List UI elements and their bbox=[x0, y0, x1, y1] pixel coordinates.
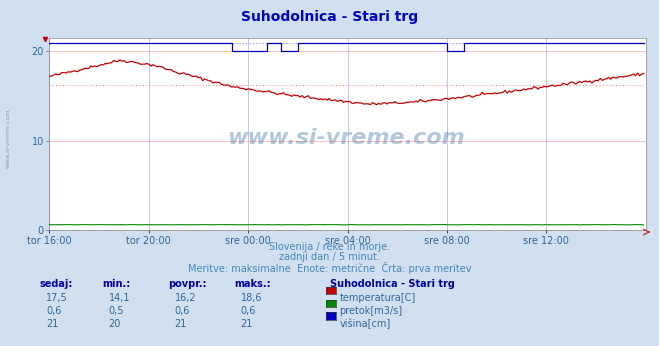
Text: višina[cm]: višina[cm] bbox=[339, 319, 391, 329]
Text: zadnji dan / 5 minut.: zadnji dan / 5 minut. bbox=[279, 252, 380, 262]
Text: www.si-vreme.com: www.si-vreme.com bbox=[5, 109, 11, 168]
Text: 0,6: 0,6 bbox=[46, 306, 61, 316]
Text: Suhodolnica - Stari trg: Suhodolnica - Stari trg bbox=[241, 10, 418, 24]
Text: sedaj:: sedaj: bbox=[40, 279, 73, 289]
Text: 0,5: 0,5 bbox=[109, 306, 125, 316]
Text: temperatura[C]: temperatura[C] bbox=[339, 293, 416, 303]
Text: 0,6: 0,6 bbox=[241, 306, 256, 316]
Text: 18,6: 18,6 bbox=[241, 293, 262, 303]
Text: 16,2: 16,2 bbox=[175, 293, 196, 303]
Text: 14,1: 14,1 bbox=[109, 293, 130, 303]
Text: pretok[m3/s]: pretok[m3/s] bbox=[339, 306, 403, 316]
Text: Meritve: maksimalne  Enote: metrične  Črta: prva meritev: Meritve: maksimalne Enote: metrične Črta… bbox=[188, 262, 471, 274]
Text: Suhodolnica - Stari trg: Suhodolnica - Stari trg bbox=[330, 279, 454, 289]
Text: Slovenija / reke in morje.: Slovenija / reke in morje. bbox=[269, 242, 390, 252]
Text: 0,6: 0,6 bbox=[175, 306, 190, 316]
Text: www.si-vreme.com: www.si-vreme.com bbox=[227, 128, 465, 148]
Text: 20: 20 bbox=[109, 319, 121, 329]
Text: 17,5: 17,5 bbox=[46, 293, 68, 303]
Text: 21: 21 bbox=[46, 319, 59, 329]
Text: 21: 21 bbox=[241, 319, 253, 329]
Text: povpr.:: povpr.: bbox=[168, 279, 206, 289]
Text: maks.:: maks.: bbox=[234, 279, 271, 289]
Text: min.:: min.: bbox=[102, 279, 130, 289]
Text: 21: 21 bbox=[175, 319, 187, 329]
